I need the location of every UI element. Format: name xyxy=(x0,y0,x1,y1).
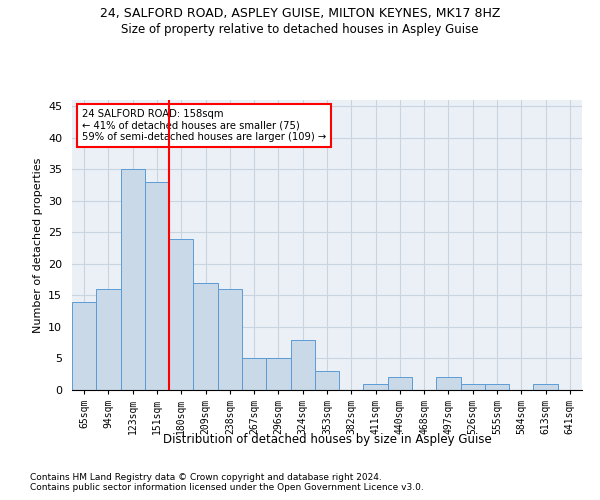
Bar xyxy=(266,358,290,390)
Text: Contains public sector information licensed under the Open Government Licence v3: Contains public sector information licen… xyxy=(30,484,424,492)
Bar xyxy=(193,283,218,390)
Bar xyxy=(169,238,193,390)
Text: 24 SALFORD ROAD: 158sqm
← 41% of detached houses are smaller (75)
59% of semi-de: 24 SALFORD ROAD: 158sqm ← 41% of detache… xyxy=(82,108,326,142)
Bar xyxy=(388,378,412,390)
Bar xyxy=(461,384,485,390)
Bar xyxy=(436,378,461,390)
Bar xyxy=(96,289,121,390)
Bar xyxy=(72,302,96,390)
Bar xyxy=(242,358,266,390)
Bar xyxy=(364,384,388,390)
Bar xyxy=(121,170,145,390)
Text: Contains HM Land Registry data © Crown copyright and database right 2024.: Contains HM Land Registry data © Crown c… xyxy=(30,472,382,482)
Bar xyxy=(485,384,509,390)
Y-axis label: Number of detached properties: Number of detached properties xyxy=(32,158,43,332)
Text: Size of property relative to detached houses in Aspley Guise: Size of property relative to detached ho… xyxy=(121,22,479,36)
Bar xyxy=(290,340,315,390)
Bar xyxy=(315,371,339,390)
Bar xyxy=(533,384,558,390)
Bar xyxy=(145,182,169,390)
Text: Distribution of detached houses by size in Aspley Guise: Distribution of detached houses by size … xyxy=(163,432,491,446)
Bar xyxy=(218,289,242,390)
Text: 24, SALFORD ROAD, ASPLEY GUISE, MILTON KEYNES, MK17 8HZ: 24, SALFORD ROAD, ASPLEY GUISE, MILTON K… xyxy=(100,8,500,20)
